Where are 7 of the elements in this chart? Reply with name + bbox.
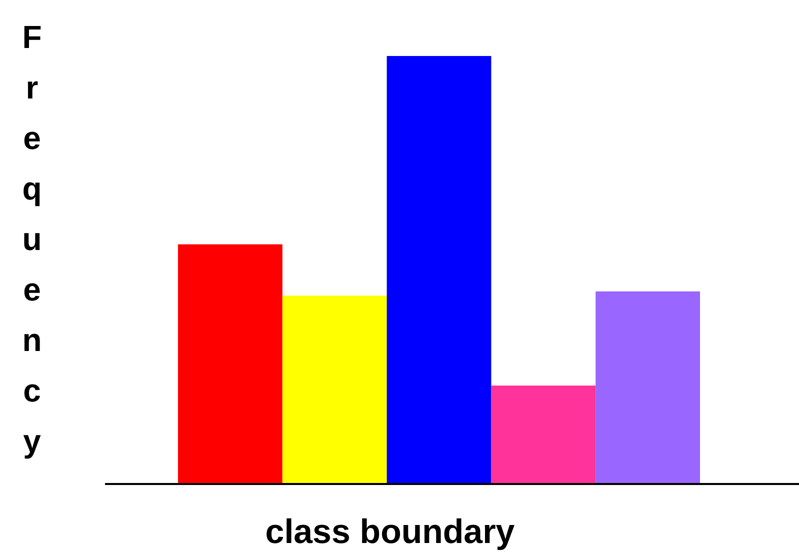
text: Frequency — [22, 19, 42, 459]
bar — [491, 386, 596, 484]
x-axis-title: class boundary — [265, 513, 515, 551]
bar — [386, 56, 492, 484]
bar — [596, 291, 700, 484]
bar — [282, 296, 387, 484]
bar — [178, 244, 282, 484]
